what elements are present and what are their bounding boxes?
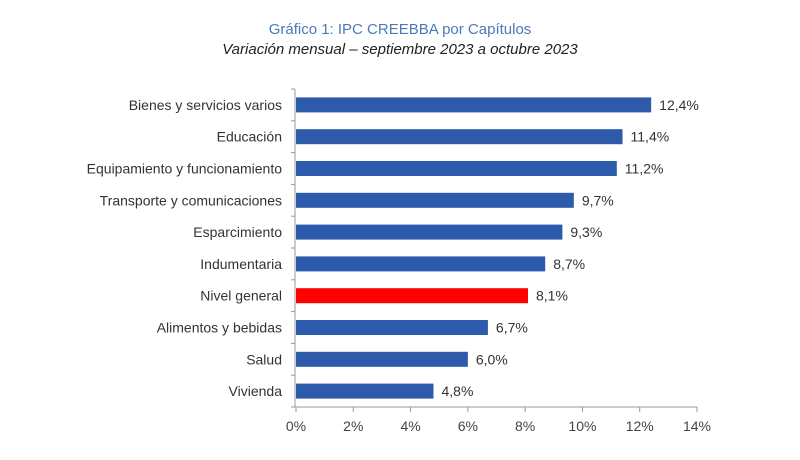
x-tick-label: 8% xyxy=(515,418,535,434)
data-label: 6,0% xyxy=(476,351,508,367)
bar xyxy=(296,288,529,304)
data-label: 12,4% xyxy=(659,97,699,113)
category-label: Salud xyxy=(246,351,282,367)
x-tick-label: 12% xyxy=(626,418,654,434)
category-label: Alimentos y bebidas xyxy=(157,320,282,336)
category-label: Bienes y servicios varios xyxy=(129,97,282,113)
category-label: Equipamiento y funcionamiento xyxy=(87,161,283,177)
bar xyxy=(296,224,563,240)
category-label: Esparcimiento xyxy=(193,224,282,240)
category-label: Educación xyxy=(217,129,282,145)
data-label: 11,4% xyxy=(631,129,670,145)
bar xyxy=(296,351,468,367)
data-label: 9,3% xyxy=(570,224,602,240)
data-label: 9,7% xyxy=(582,192,614,208)
category-label: Nivel general xyxy=(200,288,282,304)
data-label: 8,1% xyxy=(536,288,568,304)
chart-subtitle: Variación mensual – septiembre 2023 a oc… xyxy=(222,41,578,58)
x-tick-label: 0% xyxy=(286,418,306,434)
bar xyxy=(296,320,488,335)
bar xyxy=(296,129,623,145)
data-label: 8,7% xyxy=(553,256,585,272)
category-label: Vivienda xyxy=(229,383,283,399)
data-label: 11,2% xyxy=(625,161,664,177)
data-label: 4,8% xyxy=(441,383,473,399)
bar xyxy=(296,161,617,176)
bar xyxy=(296,256,546,272)
category-label: Transporte y comunicaciones xyxy=(100,192,282,208)
x-tick-label: 10% xyxy=(568,418,596,434)
chart-title: Gráfico 1: IPC CREEBBA por Capítulos xyxy=(268,21,532,38)
category-label: Indumentaria xyxy=(200,256,282,272)
x-tick-label: 2% xyxy=(343,418,363,434)
x-tick-label: 6% xyxy=(458,418,478,434)
data-label: 6,7% xyxy=(496,320,528,336)
bar xyxy=(296,97,652,113)
bar xyxy=(296,383,434,399)
x-tick-label: 4% xyxy=(400,418,420,434)
bar xyxy=(296,192,574,208)
x-tick-label: 14% xyxy=(683,418,711,434)
